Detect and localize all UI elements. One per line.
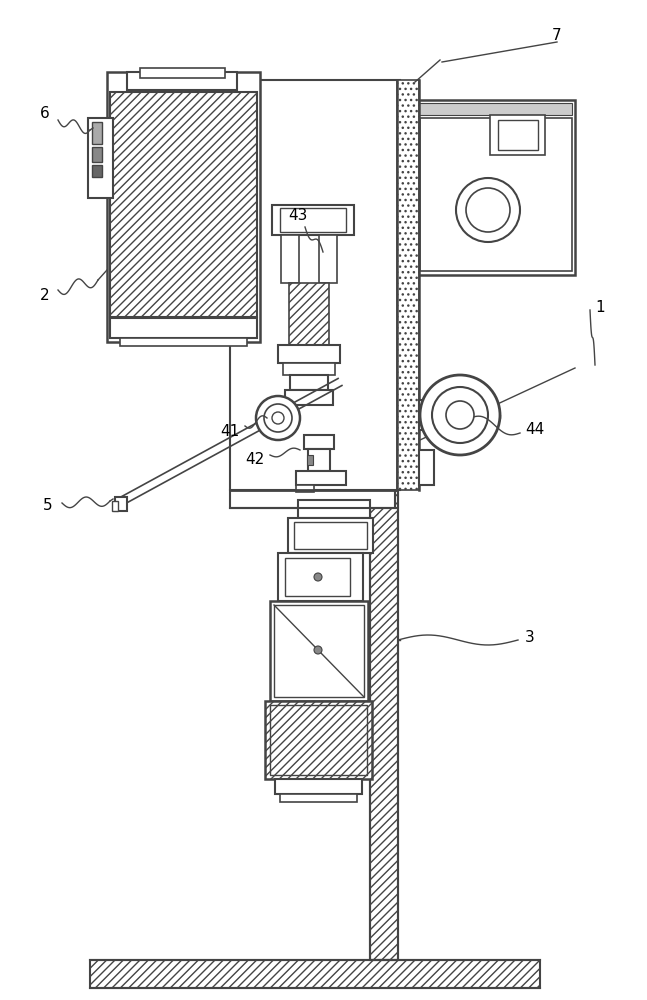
Bar <box>90 960 540 988</box>
Bar <box>127 72 237 90</box>
Bar <box>285 558 350 596</box>
Bar <box>304 435 334 449</box>
Circle shape <box>264 404 292 432</box>
Bar <box>298 500 370 518</box>
Bar <box>280 794 357 802</box>
Bar <box>289 283 329 345</box>
Bar <box>308 449 330 471</box>
Circle shape <box>420 375 500 455</box>
Bar <box>490 115 545 155</box>
Bar <box>283 363 335 375</box>
Circle shape <box>314 573 322 581</box>
Circle shape <box>256 396 300 440</box>
Bar <box>418 103 572 115</box>
Bar <box>115 497 127 511</box>
Text: 5: 5 <box>43 498 53 514</box>
Circle shape <box>446 401 474 429</box>
Bar <box>270 601 368 701</box>
Bar <box>92 122 102 144</box>
Bar <box>281 235 299 283</box>
Text: 44: 44 <box>525 422 545 438</box>
Bar <box>230 80 400 490</box>
Bar <box>278 345 340 363</box>
Bar <box>397 80 419 490</box>
Bar <box>296 485 314 492</box>
Bar <box>420 118 572 271</box>
Bar <box>272 205 354 235</box>
Bar <box>498 120 538 150</box>
Bar <box>415 100 575 275</box>
Bar <box>274 605 364 697</box>
Bar <box>434 405 448 425</box>
Text: 2: 2 <box>40 288 50 302</box>
Bar <box>460 195 488 223</box>
Bar <box>112 501 118 511</box>
Bar <box>107 72 260 342</box>
Bar <box>110 318 257 338</box>
Bar <box>294 522 367 549</box>
Bar <box>265 701 372 779</box>
Bar <box>370 95 398 960</box>
Circle shape <box>432 387 488 443</box>
Text: 7: 7 <box>552 27 562 42</box>
Text: 43: 43 <box>289 208 308 223</box>
Bar <box>280 208 346 232</box>
Bar <box>270 705 367 775</box>
Bar <box>92 147 102 162</box>
Bar <box>370 95 398 960</box>
Bar <box>92 165 102 177</box>
Bar <box>230 490 395 508</box>
Bar <box>463 198 473 220</box>
Bar <box>120 338 247 346</box>
Circle shape <box>456 178 520 242</box>
Bar <box>419 400 434 430</box>
Bar <box>235 85 395 485</box>
Bar <box>140 68 225 78</box>
Bar <box>288 518 373 553</box>
Bar <box>290 375 328 390</box>
Circle shape <box>314 646 322 654</box>
Text: 3: 3 <box>525 630 535 645</box>
Text: 1: 1 <box>595 300 605 316</box>
Bar <box>278 553 363 601</box>
Text: 6: 6 <box>40 105 50 120</box>
Bar <box>88 118 113 198</box>
Circle shape <box>466 188 510 232</box>
Circle shape <box>272 412 284 424</box>
Bar <box>275 779 362 794</box>
Bar <box>285 390 333 405</box>
Text: 41: 41 <box>221 424 239 440</box>
Bar <box>419 450 434 485</box>
Bar <box>296 471 346 485</box>
Bar <box>307 455 313 465</box>
Bar <box>110 92 257 317</box>
Bar <box>319 235 337 283</box>
Text: 42: 42 <box>245 452 265 468</box>
